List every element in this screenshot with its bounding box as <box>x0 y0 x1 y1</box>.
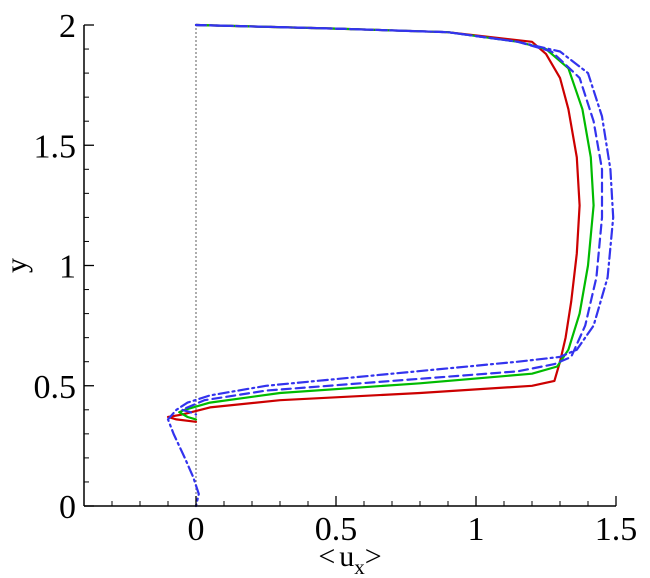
y-axis-title: y <box>0 258 33 273</box>
series-line-2 <box>178 23 595 421</box>
labels-layer: 0 0.5 1 1.5 0 0.5 1 1.5 2 < ux> y <box>0 8 637 578</box>
axes-layer <box>83 24 617 507</box>
y-tick-label: 1.5 <box>34 128 77 165</box>
x-tick-label: 0.5 <box>315 511 358 548</box>
series-layer <box>166 23 615 508</box>
x-tick-label: 1.5 <box>595 511 638 548</box>
x-tick-label: 1 <box>468 511 485 548</box>
series-line-3 <box>180 23 604 416</box>
y-tick-label: 2 <box>59 8 76 45</box>
series-line-4 <box>166 23 615 508</box>
x-axis-title: < ux> <box>318 540 381 578</box>
y-tick-label: 1 <box>59 249 76 286</box>
x-axis-title-var: u <box>339 540 354 573</box>
x-axis-title-subscript: x <box>354 555 365 578</box>
y-tick-label: 0.5 <box>34 369 77 406</box>
x-tick-label: 0 <box>188 511 205 548</box>
x-axis-title-open: < <box>318 540 335 573</box>
x-axis-title-close: > <box>365 540 382 573</box>
y-tick-label: 0 <box>59 489 76 526</box>
